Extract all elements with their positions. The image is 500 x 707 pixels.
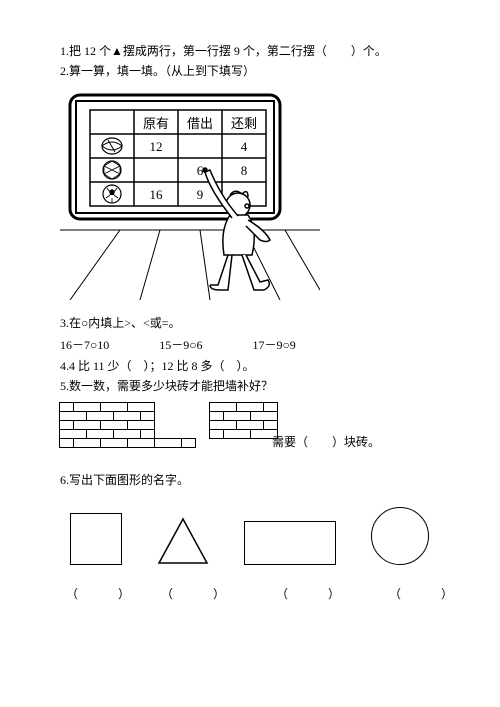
cell-r1-c1: 12 (150, 139, 163, 154)
expr-3: 17－9○9 (253, 336, 296, 353)
question-1: 1.把 12 个▲摆成两行，第一行摆 9 个，第二行摆（ ）个。 (60, 42, 440, 60)
question-5: 5.数一数，需要多少块砖才能把墙补好？ (60, 377, 440, 395)
answer-1: （ ） (66, 585, 131, 602)
shape-triangle (157, 517, 209, 565)
cell-r3-c1: 16 (150, 187, 164, 202)
answer-4: （ ） (389, 585, 454, 602)
question-3-intro: 3.在○内填上>、<或=。 (60, 316, 181, 330)
wall-left (60, 403, 196, 448)
wall-figure: 需要（ ）块砖。 (60, 403, 370, 463)
question-4-text: 4.4 比 11 少（ ）；12 比 8 多（ ）。 (60, 359, 255, 373)
ball-stripe-icon (102, 138, 122, 154)
header-2: 借出 (187, 116, 213, 131)
question-2: 2.算一算，填一填。（从上到下填写） (60, 62, 440, 80)
question-5-text: 5.数一数，需要多少块砖才能把墙补好？ (60, 379, 273, 393)
shape-circle (371, 507, 429, 565)
worksheet-page: 1.把 12 个▲摆成两行，第一行摆 9 个，第二行摆（ ）个。 2.算一算，填… (0, 0, 500, 707)
ball-hex-icon (103, 161, 121, 179)
question-1-text: 1.把 12 个▲摆成两行，第一行摆 9 个，第二行摆（ ）个。 (60, 44, 387, 58)
answer-3: （ ） (276, 585, 341, 602)
shape-rectangle (244, 521, 336, 565)
question-2-text: 2.算一算，填一填。（从上到下填写） (60, 64, 255, 78)
cell-r3-c2: 9 (197, 187, 204, 202)
ball-soccer-icon (103, 185, 121, 203)
shapes-row (70, 507, 440, 565)
expr-2: 15－9○6 (159, 336, 202, 353)
blackboard-scene: 原有 借出 还剩 (60, 90, 320, 300)
wall-label-text: 需要（ ）块砖。 (272, 435, 380, 449)
header-3: 还剩 (231, 116, 257, 131)
wall-right (210, 403, 278, 439)
floor-lines (60, 230, 320, 300)
question-4: 4.4 比 11 少（ ）；12 比 8 多（ ）。 (60, 357, 440, 375)
shape-square (70, 513, 122, 565)
question-3-exprs: 16－7○10 15－9○6 17－9○9 (60, 336, 440, 353)
question-6-text: 6.写出下面图形的名字。 (60, 473, 189, 487)
question-2-figure: 原有 借出 还剩 (60, 90, 320, 300)
cell-r1-c3: 4 (241, 139, 248, 154)
expr-1: 16－7○10 (60, 336, 109, 353)
row-icons (102, 138, 122, 203)
question-6: 6.写出下面图形的名字。 (60, 471, 440, 489)
cell-r2-c3: 8 (241, 163, 248, 178)
shape-answers: （ ） （ ） （ ） （ ） (66, 585, 440, 602)
header-1: 原有 (143, 116, 169, 131)
question-3: 3.在○内填上>、<或=。 (60, 314, 440, 332)
wall-label: 需要（ ）块砖。 (272, 433, 380, 450)
answer-2: （ ） (161, 585, 226, 602)
table-headers: 原有 借出 还剩 (143, 116, 257, 131)
